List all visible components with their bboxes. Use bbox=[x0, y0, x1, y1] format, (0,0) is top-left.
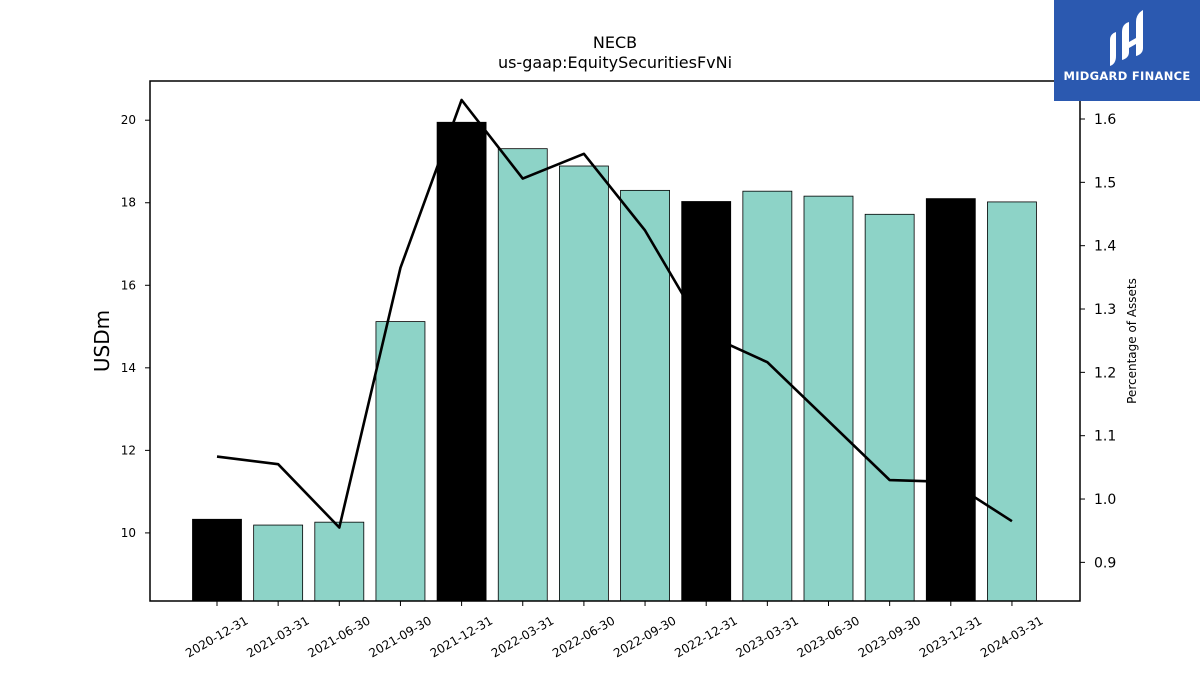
brand-logo: MIDGARD FINANCE bbox=[1054, 0, 1200, 101]
x-tick-label-2020-12-31: 2020-12-31 bbox=[183, 613, 250, 660]
line-group bbox=[216, 98, 1013, 529]
bar-2023-12-31 bbox=[925, 198, 976, 602]
x-tick-label-2022-12-31: 2022-12-31 bbox=[672, 613, 739, 660]
bar-2022-09-30 bbox=[620, 189, 670, 602]
bar-2022-12-31 bbox=[681, 201, 732, 602]
bar-2023-06-30 bbox=[803, 195, 854, 602]
y-tick-label-right-1.2: 1.2 bbox=[1094, 365, 1116, 381]
x-tick-label-2023-03-31: 2023-03-31 bbox=[733, 613, 800, 660]
x-tick-label-2023-06-30: 2023-06-30 bbox=[795, 613, 862, 660]
x-tick-label-2021-06-30: 2021-06-30 bbox=[305, 613, 372, 660]
y-tick-label-left-10: 10 bbox=[121, 526, 136, 540]
x-tick-label-2024-03-31: 2024-03-31 bbox=[978, 613, 1045, 660]
bars-group bbox=[192, 121, 1037, 602]
chart-title: NECB bbox=[593, 33, 637, 52]
y-tick-label-right-1.6: 1.6 bbox=[1094, 112, 1116, 128]
y-axis-label-right: Percentage of Assets bbox=[1125, 278, 1139, 404]
plot-frame bbox=[149, 80, 1081, 602]
y-tick-label-right-1.4: 1.4 bbox=[1094, 239, 1116, 255]
x-tick-label-2022-03-31: 2022-03-31 bbox=[489, 613, 556, 660]
x-tick-label-2023-09-30: 2023-09-30 bbox=[856, 613, 923, 660]
y-tick-label-left-12: 12 bbox=[121, 443, 136, 457]
y-axis-label-left: USDm bbox=[90, 310, 114, 372]
logo-mark-icon bbox=[1110, 10, 1143, 66]
x-tick-label-2021-09-30: 2021-09-30 bbox=[367, 613, 434, 660]
chart-subtitle: us-gaap:EquitySecuritiesFvNi bbox=[498, 53, 732, 72]
bar-2022-06-30 bbox=[559, 165, 609, 602]
line-series-percentage bbox=[216, 98, 1013, 529]
bar-2020-12-31 bbox=[192, 518, 242, 602]
logo-text: MIDGARD FINANCE bbox=[1063, 69, 1191, 83]
y-tick-label-left-14: 14 bbox=[121, 361, 136, 375]
x-tick-label-2022-06-30: 2022-06-30 bbox=[550, 613, 617, 660]
x-tick-label-2022-09-30: 2022-09-30 bbox=[611, 613, 678, 660]
bar-2021-03-31 bbox=[253, 524, 304, 602]
x-tick-label-2023-12-31: 2023-12-31 bbox=[917, 613, 984, 660]
bar-2021-09-30 bbox=[375, 321, 426, 602]
y-tick-label-left-16: 16 bbox=[121, 278, 136, 292]
y-tick-label-left-20: 20 bbox=[121, 113, 136, 127]
y-tick-label-right-1: 1.0 bbox=[1094, 492, 1116, 508]
bar-2021-06-30 bbox=[314, 521, 365, 602]
bar-2022-03-31 bbox=[497, 148, 548, 602]
x-tick-label-2021-12-31: 2021-12-31 bbox=[428, 613, 495, 660]
y-tick-label-right-1.1: 1.1 bbox=[1094, 429, 1116, 445]
bar-2024-03-31 bbox=[987, 201, 1037, 602]
y-tick-label-right-1.3: 1.3 bbox=[1094, 302, 1116, 318]
y-tick-label-right-1.5: 1.5 bbox=[1094, 175, 1116, 191]
y-tick-label-right-0.9: 0.9 bbox=[1094, 555, 1116, 571]
bar-2023-09-30 bbox=[864, 213, 915, 602]
y-tick-label-left-18: 18 bbox=[121, 196, 136, 210]
x-tick-label-2021-03-31: 2021-03-31 bbox=[244, 613, 311, 660]
bar-2023-03-31 bbox=[742, 190, 793, 602]
bar-2021-12-31 bbox=[436, 121, 487, 602]
